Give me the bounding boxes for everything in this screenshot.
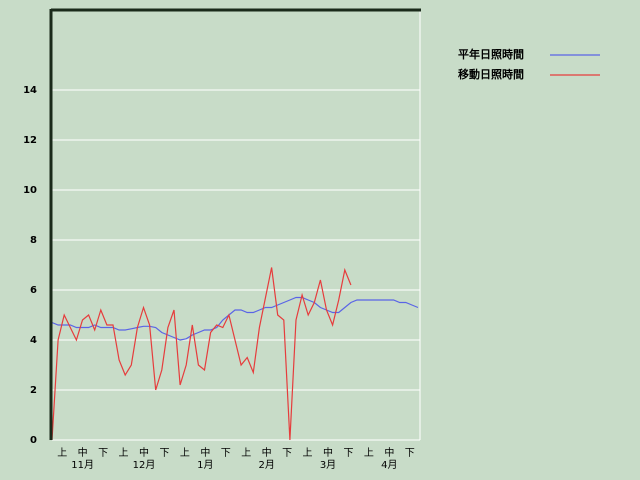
x-tick-label: 下 xyxy=(405,448,415,459)
y-tick-label: 14 xyxy=(23,85,37,96)
series-line xyxy=(51,267,352,441)
y-tick-label: 2 xyxy=(30,385,37,396)
grid xyxy=(52,89,420,441)
y-tick-label: 0 xyxy=(30,435,37,446)
x-tick-label: 中 xyxy=(323,446,333,459)
y-tick-label: 4 xyxy=(30,335,37,346)
x-tick-label: 下 xyxy=(98,448,108,459)
x-tick-label: 上 xyxy=(180,447,190,459)
x-tick-label: 上 xyxy=(119,447,129,459)
x-tick-label: 下 xyxy=(221,448,231,459)
x-tick-label: 下 xyxy=(343,448,353,459)
legend-label: 平年日照時間 xyxy=(458,47,524,61)
month-label: 4月 xyxy=(381,459,397,471)
x-tick-label: 上 xyxy=(241,447,251,459)
month-label: 1月 xyxy=(197,459,213,471)
x-tick-label: 中 xyxy=(139,446,149,459)
month-label: 3月 xyxy=(320,459,336,471)
x-tick-label: 中 xyxy=(384,446,394,459)
y-tick-label: 12 xyxy=(23,135,37,146)
x-tick-label: 上 xyxy=(364,447,374,459)
x-tick-label: 下 xyxy=(159,448,169,459)
x-tick-label: 中 xyxy=(78,446,88,459)
x-tick-label: 中 xyxy=(262,446,272,459)
x-tick-label: 上 xyxy=(303,447,313,459)
month-label: 11月 xyxy=(71,459,94,471)
x-tick-label: 中 xyxy=(200,446,210,459)
y-tick-label: 8 xyxy=(30,235,37,246)
y-tick-label: 10 xyxy=(23,185,37,196)
plot-lines xyxy=(51,267,419,441)
x-tick-label: 下 xyxy=(282,448,292,459)
month-label: 12月 xyxy=(133,459,156,471)
month-label: 2月 xyxy=(258,459,274,471)
legend-label: 移動日照時間 xyxy=(458,67,524,81)
x-tick-label: 上 xyxy=(57,447,67,459)
y-tick-label: 6 xyxy=(30,285,37,296)
labels: 02468101214上中下上中下上中下上中下上中下上中下11月 12月 1月 2月 3… xyxy=(23,47,600,471)
